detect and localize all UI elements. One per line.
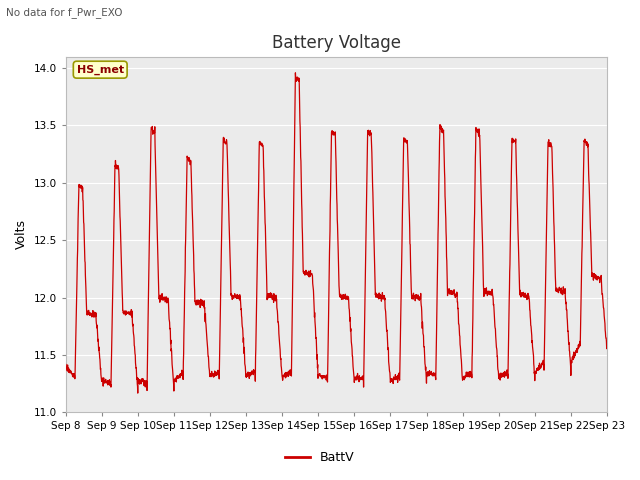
Text: No data for f_Pwr_EXO: No data for f_Pwr_EXO bbox=[6, 7, 123, 18]
Legend: BattV: BattV bbox=[280, 446, 360, 469]
Y-axis label: Volts: Volts bbox=[15, 219, 28, 250]
Title: Battery Voltage: Battery Voltage bbox=[272, 34, 401, 52]
Text: HS_met: HS_met bbox=[77, 64, 124, 75]
